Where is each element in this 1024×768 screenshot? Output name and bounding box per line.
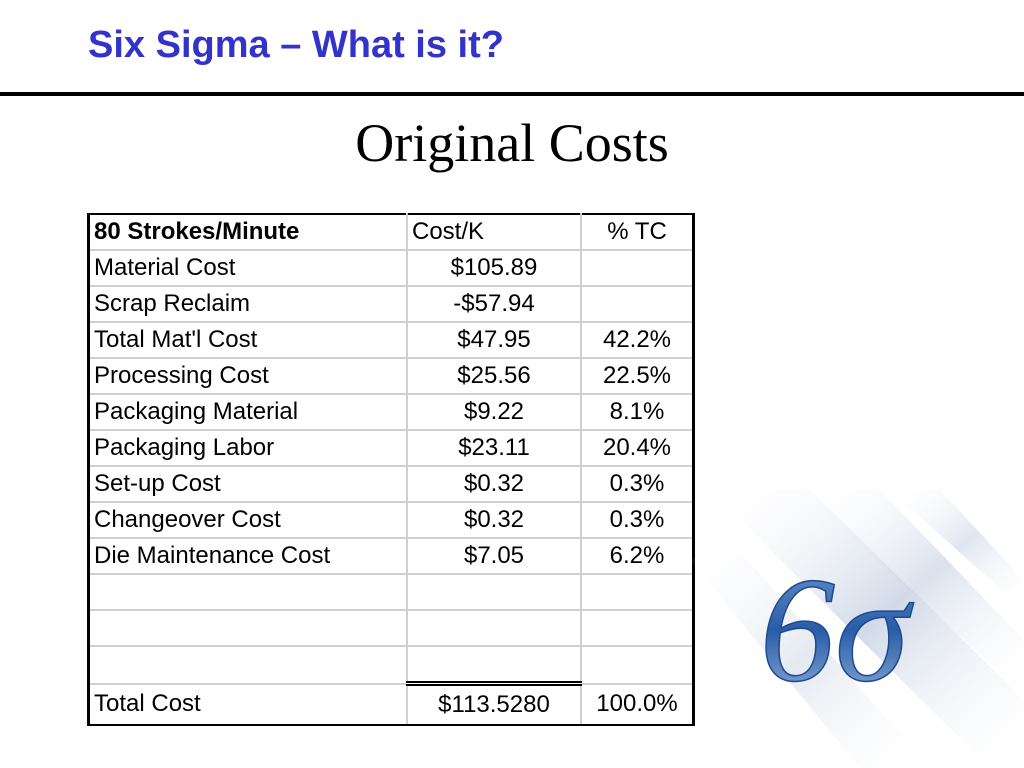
- table-row: Changeover Cost $0.32 0.3%: [88, 501, 694, 539]
- header-divider: [0, 92, 1024, 96]
- cell-cost: $0.32: [406, 501, 582, 539]
- cell-cost: $105.89: [406, 249, 582, 287]
- cell-item: Total Mat'l Cost: [88, 321, 408, 359]
- total-row: Total Cost $113.5280 100.0%: [88, 681, 694, 726]
- cell-item: Material Cost: [88, 249, 408, 287]
- cell-item: Changeover Cost: [88, 501, 408, 539]
- slide-title: Original Costs: [355, 113, 669, 173]
- table-row: [88, 573, 694, 611]
- cell-item: [88, 609, 408, 647]
- column-header-cost: Cost/K: [406, 213, 582, 251]
- column-header-pct: % TC: [580, 213, 694, 251]
- cell-pct: 0.3%: [580, 465, 694, 503]
- cost-table: 80 Strokes/Minute Cost/K % TC Material C…: [87, 213, 695, 726]
- cell-pct: [580, 573, 694, 611]
- cell-cost: [406, 609, 582, 647]
- total-pct: 100.0%: [580, 682, 694, 726]
- total-cost: $113.5280: [406, 681, 582, 726]
- logo-streaks: [690, 490, 1024, 768]
- cell-cost: $7.05: [406, 537, 582, 575]
- table-row: Material Cost $105.89: [88, 249, 694, 287]
- cell-pct: 42.2%: [580, 321, 694, 359]
- table-row: [88, 609, 694, 647]
- table-row: Die Maintenance Cost $7.05 6.2%: [88, 537, 694, 575]
- cell-pct: [580, 609, 694, 647]
- cell-cost: $25.56: [406, 357, 582, 395]
- table-header-row: 80 Strokes/Minute Cost/K % TC: [88, 213, 694, 251]
- cell-cost: $23.11: [406, 429, 582, 467]
- cell-cost: $9.22: [406, 393, 582, 431]
- cell-item: Packaging Material: [88, 393, 408, 431]
- cell-item: Die Maintenance Cost: [88, 537, 408, 575]
- cell-cost: [406, 645, 582, 685]
- cell-cost: -$57.94: [406, 285, 582, 323]
- cell-cost: $47.95: [406, 321, 582, 359]
- cell-cost: $0.32: [406, 465, 582, 503]
- cell-pct: 8.1%: [580, 393, 694, 431]
- table-row: Packaging Material $9.22 8.1%: [88, 393, 694, 431]
- header-title: Six Sigma – What is it?: [88, 24, 504, 66]
- logo-text: 6σ: [760, 547, 914, 713]
- table-row: Processing Cost $25.56 22.5%: [88, 357, 694, 395]
- cell-pct: [580, 645, 694, 685]
- table-row: Total Mat'l Cost $47.95 42.2%: [88, 321, 694, 359]
- cell-item: Processing Cost: [88, 357, 408, 395]
- total-label: Total Cost: [88, 682, 408, 726]
- cell-pct: 0.3%: [580, 501, 694, 539]
- table-row: Packaging Labor $23.11 20.4%: [88, 429, 694, 467]
- six-sigma-logo: 6σ: [690, 490, 1024, 768]
- cell-pct: [580, 249, 694, 287]
- cell-pct: [580, 285, 694, 323]
- cell-item: Set-up Cost: [88, 465, 408, 503]
- column-header-item: 80 Strokes/Minute: [88, 213, 408, 251]
- cell-item: Scrap Reclaim: [88, 285, 408, 323]
- cell-pct: 22.5%: [580, 357, 694, 395]
- cell-item: Packaging Labor: [88, 429, 408, 467]
- cell-pct: 20.4%: [580, 429, 694, 467]
- table-row: Scrap Reclaim -$57.94: [88, 285, 694, 323]
- cell-item: [88, 573, 408, 611]
- table-row: [88, 645, 694, 685]
- table-row: Set-up Cost $0.32 0.3%: [88, 465, 694, 503]
- cell-cost: [406, 573, 582, 611]
- cell-pct: 6.2%: [580, 537, 694, 575]
- cell-item: [88, 645, 408, 685]
